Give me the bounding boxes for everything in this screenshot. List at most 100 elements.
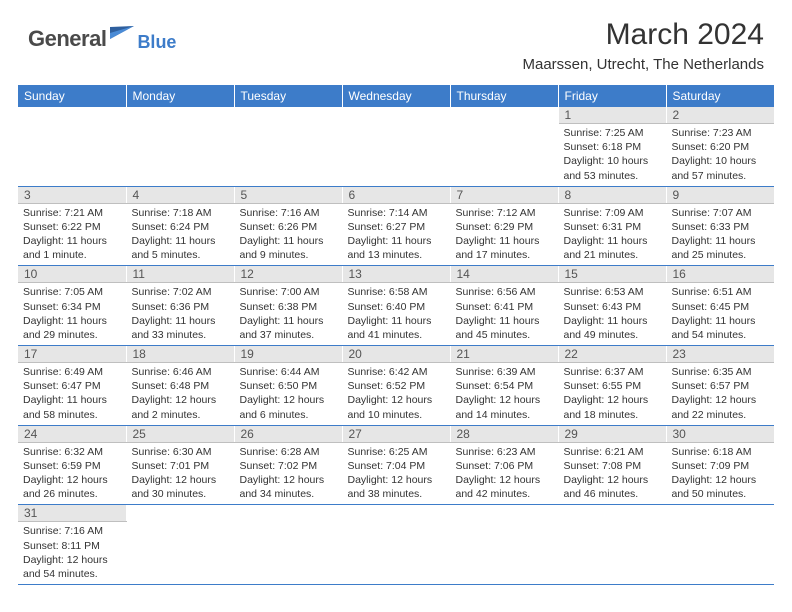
day-content-cell: Sunrise: 6:56 AMSunset: 6:41 PMDaylight:… (450, 283, 558, 346)
day-number-cell (450, 107, 558, 124)
day-content-cell (234, 124, 342, 187)
day-content-cell: Sunrise: 7:12 AMSunset: 6:29 PMDaylight:… (450, 203, 558, 266)
day-content-cell: Sunrise: 6:30 AMSunset: 7:01 PMDaylight:… (126, 442, 234, 505)
day-number-cell (126, 505, 234, 522)
day-number-cell: 13 (342, 266, 450, 283)
day-content-cell (234, 522, 342, 585)
day-content-cell: Sunrise: 6:25 AMSunset: 7:04 PMDaylight:… (342, 442, 450, 505)
day-number-row: 24252627282930 (18, 425, 774, 442)
day-content-cell: Sunrise: 6:35 AMSunset: 6:57 PMDaylight:… (666, 363, 774, 426)
day-number-cell: 12 (234, 266, 342, 283)
weekday-header: Monday (126, 85, 234, 107)
day-content-cell: Sunrise: 7:25 AMSunset: 6:18 PMDaylight:… (558, 124, 666, 187)
day-content-cell: Sunrise: 6:18 AMSunset: 7:09 PMDaylight:… (666, 442, 774, 505)
day-number-cell: 11 (126, 266, 234, 283)
day-number-cell: 9 (666, 186, 774, 203)
day-number-cell: 16 (666, 266, 774, 283)
day-content-cell: Sunrise: 6:23 AMSunset: 7:06 PMDaylight:… (450, 442, 558, 505)
logo: General Blue (28, 24, 176, 53)
calendar-table: SundayMondayTuesdayWednesdayThursdayFrid… (18, 85, 774, 585)
day-content-row: Sunrise: 7:16 AMSunset: 8:11 PMDaylight:… (18, 522, 774, 585)
day-number-row: 17181920212223 (18, 346, 774, 363)
weekday-header: Saturday (666, 85, 774, 107)
day-number-cell: 25 (126, 425, 234, 442)
day-content-cell: Sunrise: 6:37 AMSunset: 6:55 PMDaylight:… (558, 363, 666, 426)
day-content-cell: Sunrise: 6:39 AMSunset: 6:54 PMDaylight:… (450, 363, 558, 426)
month-title: March 2024 (522, 18, 764, 52)
day-number-cell (666, 505, 774, 522)
day-content-cell: Sunrise: 6:46 AMSunset: 6:48 PMDaylight:… (126, 363, 234, 426)
day-number-cell: 30 (666, 425, 774, 442)
day-content-cell: Sunrise: 6:51 AMSunset: 6:45 PMDaylight:… (666, 283, 774, 346)
day-number-row: 31 (18, 505, 774, 522)
day-number-cell: 6 (342, 186, 450, 203)
day-content-row: Sunrise: 7:21 AMSunset: 6:22 PMDaylight:… (18, 203, 774, 266)
day-content-cell: Sunrise: 6:42 AMSunset: 6:52 PMDaylight:… (342, 363, 450, 426)
day-number-row: 10111213141516 (18, 266, 774, 283)
day-content-cell: Sunrise: 6:58 AMSunset: 6:40 PMDaylight:… (342, 283, 450, 346)
day-content-cell: Sunrise: 7:23 AMSunset: 6:20 PMDaylight:… (666, 124, 774, 187)
weekday-header: Wednesday (342, 85, 450, 107)
day-number-cell (342, 505, 450, 522)
day-content-cell: Sunrise: 7:14 AMSunset: 6:27 PMDaylight:… (342, 203, 450, 266)
day-number-cell: 29 (558, 425, 666, 442)
day-number-cell: 27 (342, 425, 450, 442)
day-number-cell: 17 (18, 346, 126, 363)
day-number-cell: 26 (234, 425, 342, 442)
day-content-cell: Sunrise: 7:07 AMSunset: 6:33 PMDaylight:… (666, 203, 774, 266)
day-content-cell (558, 522, 666, 585)
day-number-cell: 31 (18, 505, 126, 522)
day-number-cell: 15 (558, 266, 666, 283)
day-content-cell: Sunrise: 7:16 AMSunset: 8:11 PMDaylight:… (18, 522, 126, 585)
title-block: March 2024 Maarssen, Utrecht, The Nether… (522, 18, 764, 73)
day-content-cell (18, 124, 126, 187)
day-number-cell: 14 (450, 266, 558, 283)
page-header: General Blue March 2024 Maarssen, Utrech… (0, 0, 792, 77)
day-number-cell (234, 505, 342, 522)
logo-text-main: General (28, 26, 106, 52)
day-number-cell (18, 107, 126, 124)
day-number-cell: 8 (558, 186, 666, 203)
day-number-cell: 10 (18, 266, 126, 283)
day-content-cell: Sunrise: 6:49 AMSunset: 6:47 PMDaylight:… (18, 363, 126, 426)
day-content-row: Sunrise: 7:05 AMSunset: 6:34 PMDaylight:… (18, 283, 774, 346)
day-number-cell: 19 (234, 346, 342, 363)
day-content-cell: Sunrise: 7:16 AMSunset: 6:26 PMDaylight:… (234, 203, 342, 266)
day-number-cell: 21 (450, 346, 558, 363)
day-number-row: 3456789 (18, 186, 774, 203)
day-content-cell: Sunrise: 6:21 AMSunset: 7:08 PMDaylight:… (558, 442, 666, 505)
day-content-cell (450, 522, 558, 585)
day-content-row: Sunrise: 6:32 AMSunset: 6:59 PMDaylight:… (18, 442, 774, 505)
weekday-header-row: SundayMondayTuesdayWednesdayThursdayFrid… (18, 85, 774, 107)
day-number-cell (558, 505, 666, 522)
day-number-cell (450, 505, 558, 522)
day-content-cell (342, 124, 450, 187)
weekday-header: Thursday (450, 85, 558, 107)
day-number-cell: 24 (18, 425, 126, 442)
day-number-cell: 20 (342, 346, 450, 363)
day-content-cell: Sunrise: 7:21 AMSunset: 6:22 PMDaylight:… (18, 203, 126, 266)
day-content-row: Sunrise: 6:49 AMSunset: 6:47 PMDaylight:… (18, 363, 774, 426)
day-content-cell: Sunrise: 7:05 AMSunset: 6:34 PMDaylight:… (18, 283, 126, 346)
day-number-cell: 22 (558, 346, 666, 363)
day-content-cell: Sunrise: 6:44 AMSunset: 6:50 PMDaylight:… (234, 363, 342, 426)
day-number-cell: 3 (18, 186, 126, 203)
day-number-cell: 2 (666, 107, 774, 124)
day-number-cell: 28 (450, 425, 558, 442)
logo-flag-icon (110, 23, 136, 48)
day-content-cell: Sunrise: 6:32 AMSunset: 6:59 PMDaylight:… (18, 442, 126, 505)
day-number-cell: 4 (126, 186, 234, 203)
day-number-cell (126, 107, 234, 124)
day-content-cell: Sunrise: 7:18 AMSunset: 6:24 PMDaylight:… (126, 203, 234, 266)
logo-text-sub: Blue (137, 32, 176, 53)
day-content-cell: Sunrise: 7:09 AMSunset: 6:31 PMDaylight:… (558, 203, 666, 266)
day-content-cell (666, 522, 774, 585)
day-number-row: 12 (18, 107, 774, 124)
day-number-cell (342, 107, 450, 124)
day-content-cell (126, 522, 234, 585)
day-number-cell: 18 (126, 346, 234, 363)
day-content-cell: Sunrise: 7:00 AMSunset: 6:38 PMDaylight:… (234, 283, 342, 346)
day-number-cell: 23 (666, 346, 774, 363)
day-content-cell: Sunrise: 6:28 AMSunset: 7:02 PMDaylight:… (234, 442, 342, 505)
day-content-cell: Sunrise: 7:02 AMSunset: 6:36 PMDaylight:… (126, 283, 234, 346)
